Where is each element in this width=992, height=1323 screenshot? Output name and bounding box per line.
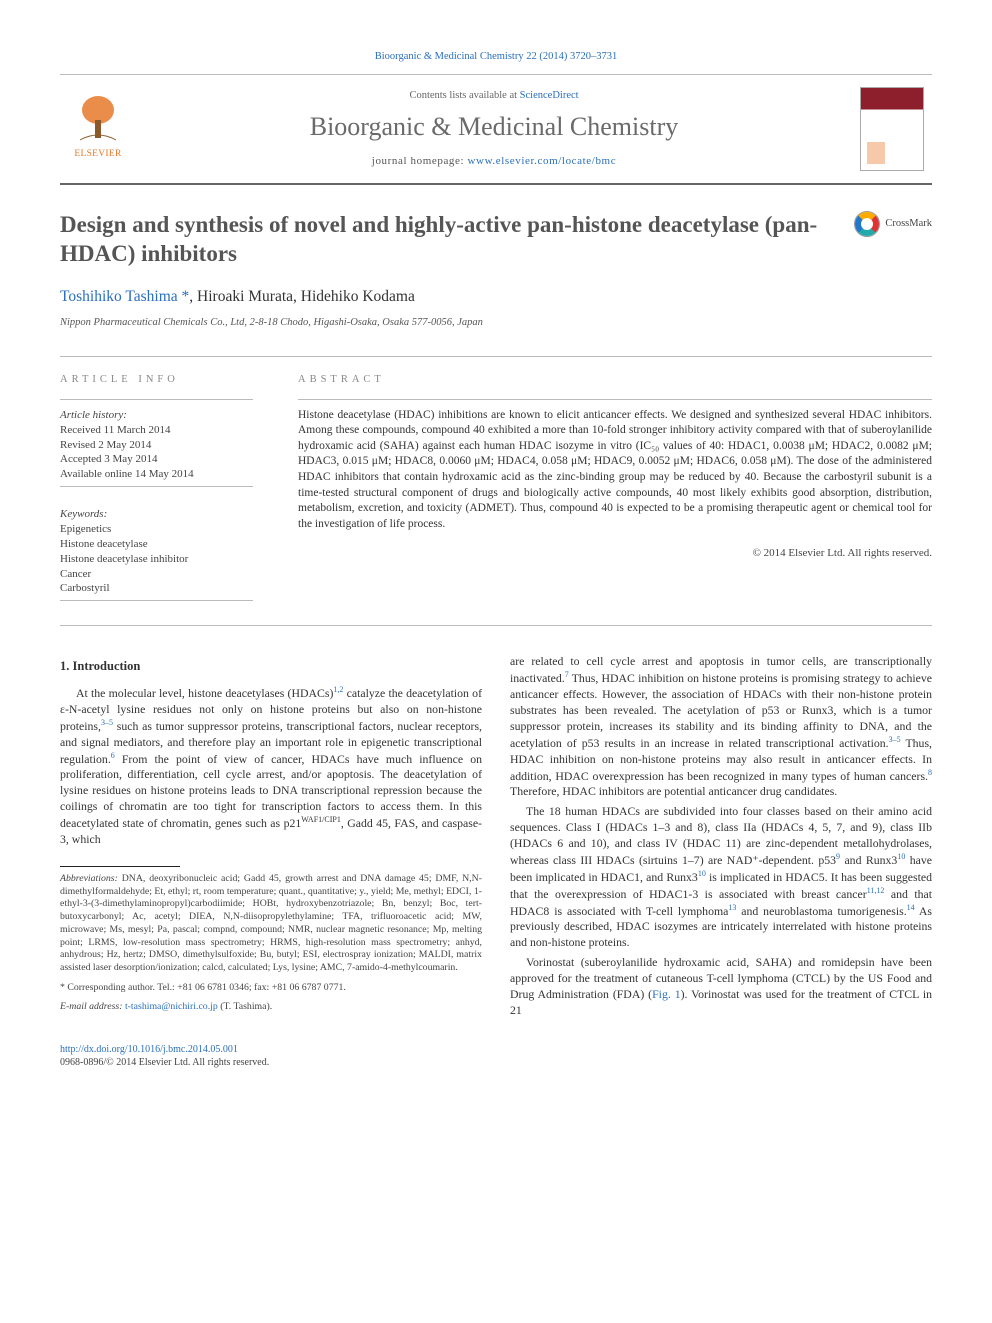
ref-link[interactable]: 11,12 (867, 886, 885, 895)
email-tail: (T. Tashima). (218, 1001, 272, 1012)
footer-copyright: 0968-0896/© 2014 Elsevier Ltd. All right… (60, 1056, 932, 1070)
abstract-text: Histone deacetylase (HDAC) inhibitions a… (298, 408, 932, 532)
ref-link[interactable]: 14 (907, 903, 915, 912)
abbreviations-footnote: Abbreviations: DNA, deoxyribonucleic aci… (60, 873, 482, 975)
article-info-block: ARTICLE INFO Article history: Received 1… (60, 373, 270, 609)
journal-homepage: journal homepage: www.elsevier.com/locat… (148, 154, 840, 169)
corresponding-star[interactable]: * (182, 288, 190, 305)
intro-para-2: are related to cell cycle arrest and apo… (510, 654, 932, 800)
header-rule-bottom (60, 183, 932, 185)
citation-line: Bioorganic & Medicinal Chemistry 22 (201… (60, 50, 932, 64)
abbrev-text: DNA, deoxyribonucleic acid; Gadd 45, gro… (60, 873, 482, 973)
keyword: Epigenetics (60, 522, 270, 537)
elsevier-logo[interactable]: ELSEVIER (68, 92, 128, 166)
contents-text: Contents lists available at (409, 90, 519, 101)
email-label: E-mail address: (60, 1001, 125, 1012)
accepted-date: Accepted 3 May 2014 (60, 452, 270, 467)
info-rule-1 (60, 399, 253, 400)
corresponding-author-footnote: * Corresponding author. Tel.: +81 06 678… (60, 981, 482, 994)
text: and Runx3 (840, 853, 897, 867)
crossmark-badge[interactable]: CrossMark (854, 211, 932, 237)
elsevier-tree-icon (74, 92, 122, 146)
contents-available: Contents lists available at ScienceDirec… (148, 89, 840, 103)
ref-link[interactable]: 1,2 (333, 685, 343, 694)
keywords-label: Keywords: (60, 507, 270, 522)
figure-link[interactable]: Fig. 1 (652, 987, 680, 1001)
intro-para-1: At the molecular level, histone deacetyl… (60, 685, 482, 848)
keyword: Histone deacetylase inhibitor (60, 552, 270, 567)
online-date: Available online 14 May 2014 (60, 467, 270, 482)
superscript: WAF1/CIP1 (301, 815, 341, 824)
article-info-head: ARTICLE INFO (60, 373, 270, 387)
elsevier-label: ELSEVIER (74, 148, 121, 161)
ref-link[interactable]: 3–5 (889, 735, 901, 744)
info-rule-2 (60, 486, 253, 487)
ref-link[interactable]: 8 (928, 768, 932, 777)
abstract-copyright: © 2014 Elsevier Ltd. All rights reserved… (298, 546, 932, 561)
article-title: Design and synthesis of novel and highly… (60, 211, 836, 269)
doi-link[interactable]: http://dx.doi.org/10.1016/j.bmc.2014.05.… (60, 1044, 238, 1055)
journal-name: Bioorganic & Medicinal Chemistry (148, 109, 840, 144)
homepage-link[interactable]: www.elsevier.com/locate/bmc (468, 155, 617, 167)
email-link[interactable]: t-tashima@nichiri.co.jp (125, 1001, 218, 1012)
email-footnote: E-mail address: t-tashima@nichiri.co.jp … (60, 1000, 482, 1013)
revised-date: Revised 2 May 2014 (60, 438, 270, 453)
keyword: Cancer (60, 567, 270, 582)
abstract-head: ABSTRACT (298, 373, 932, 387)
history-label: Article history: (60, 408, 270, 423)
author-link[interactable]: Toshihiko Tashima (60, 288, 178, 305)
author-list: Toshihiko Tashima *, Hiroaki Murata, Hid… (60, 287, 932, 308)
abstract-block: ABSTRACT Histone deacetylase (HDAC) inhi… (298, 373, 932, 609)
footnote-rule (60, 866, 180, 867)
journal-cover-thumbnail[interactable] (860, 87, 924, 171)
text: Therefore, HDAC inhibitors are potential… (510, 784, 837, 798)
crossmark-icon (854, 211, 880, 237)
homepage-label: journal homepage: (372, 155, 468, 167)
text: and neuroblastoma tumorigenesis. (736, 904, 906, 918)
ref-link[interactable]: 3–5 (101, 718, 113, 727)
received-date: Received 11 March 2014 (60, 423, 270, 438)
info-rule-3 (60, 600, 253, 601)
section-heading-intro: 1. Introduction (60, 658, 482, 675)
keyword: Histone deacetylase (60, 537, 270, 552)
page-footer: http://dx.doi.org/10.1016/j.bmc.2014.05.… (60, 1043, 932, 1070)
sciencedirect-link[interactable]: ScienceDirect (520, 90, 579, 101)
article-body: 1. Introduction At the molecular level, … (60, 654, 932, 1019)
affiliation: Nippon Pharmaceutical Chemicals Co., Ltd… (60, 316, 932, 330)
keyword: Carbostyril (60, 581, 270, 596)
intro-para-4: Vorinostat (suberoylanilide hydroxamic a… (510, 955, 932, 1019)
ref-link[interactable]: 10 (698, 869, 706, 878)
crossmark-label: CrossMark (885, 217, 932, 231)
abstract-rule (298, 399, 932, 400)
journal-header: ELSEVIER Contents lists available at Sci… (60, 75, 932, 183)
text: At the molecular level, histone deacetyl… (76, 686, 333, 700)
abbrev-label: Abbreviations: (60, 873, 118, 884)
intro-para-3: The 18 human HDACs are subdivided into f… (510, 804, 932, 951)
text: Thus, HDAC inhibition on histone protein… (510, 671, 932, 750)
